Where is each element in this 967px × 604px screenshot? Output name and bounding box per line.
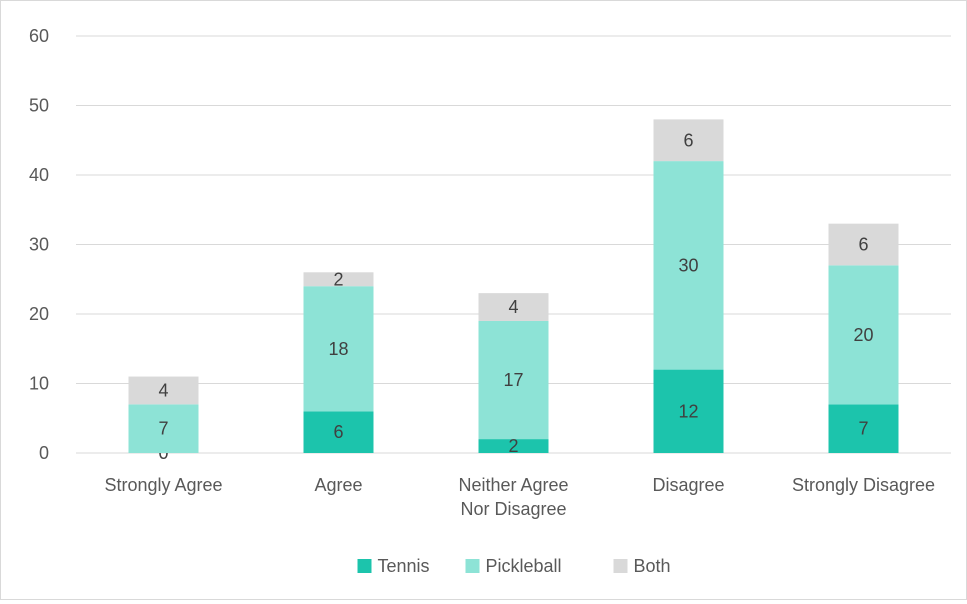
y-tick-label: 30 [29,235,49,255]
legend-swatch [613,559,628,573]
y-axis-ticks: 0 10 20 30 40 50 60 [29,26,49,463]
legend-swatch [357,559,372,573]
x-tick-label: Disagree [652,475,724,495]
data-label-pickleball: 7 [158,419,168,439]
bar-pickleball [828,265,899,405]
bar-tennis [653,369,724,453]
x-axis-ticks: Strongly Agree Agree Neither Agree Nor Disa… [104,475,935,519]
data-label-tennis: 12 [678,401,698,421]
bar-pickleball [303,286,374,412]
bar-both [653,119,724,162]
data-label-tennis: 7 [858,419,868,439]
data-label-both: 4 [508,297,518,317]
bar-pickleball [478,320,549,440]
data-label-pickleball: 17 [503,370,523,390]
bar-tennis [303,411,374,453]
bar-tennis [828,404,899,453]
legend: Tennis Pickleball Both [357,556,671,576]
data-label-tennis: 2 [508,436,518,456]
legend-label: Pickleball [486,556,562,576]
x-tick-label: Agree [314,475,362,495]
data-label-tennis: 6 [333,422,343,442]
y-tick-label: 50 [29,96,49,116]
y-tick-label: 20 [29,304,49,324]
data-label-pickleball: 18 [328,339,348,359]
data-label-both: 4 [158,380,168,400]
bar-pickleball [653,161,724,370]
bar-both [478,293,549,321]
y-tick-label: 60 [29,26,49,46]
y-tick-label: 0 [39,443,49,463]
data-label-pickleball: 30 [678,255,698,275]
y-tick-label: 40 [29,165,49,185]
x-tick-label: Strongly Disagree [792,475,935,495]
bar-both [828,223,899,266]
bar-both [303,272,374,287]
legend-item-both: Both [613,556,671,576]
legend-item-pickleball: Pickleball [465,556,562,576]
legend-swatch [465,559,480,573]
y-tick-label: 10 [29,374,49,394]
bar-both [128,376,199,405]
x-tick-label: Strongly Agree [104,475,222,495]
legend-label: Both [634,556,671,576]
data-label-both: 6 [683,130,693,150]
data-label-both: 2 [333,269,343,289]
bar-pickleball [128,404,199,453]
bar-tennis [478,439,549,453]
x-tick-label: Neither Agree Nor Disagree [458,475,568,519]
data-label-both: 6 [858,235,868,255]
data-label-pickleball: 20 [853,325,873,345]
legend-label: Tennis [378,556,430,576]
legend-item-tennis: Tennis [357,556,430,576]
